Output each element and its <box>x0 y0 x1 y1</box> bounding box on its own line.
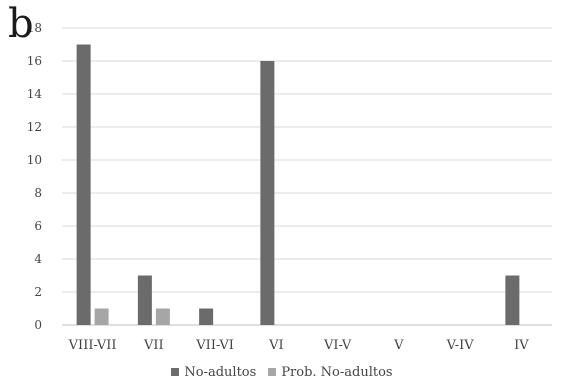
y-tick-label: 4 <box>34 252 42 266</box>
y-tick-label: 12 <box>27 120 42 134</box>
legend-item-prob-no-adultos: Prob. No-adultos <box>268 364 393 380</box>
gridlines <box>62 27 552 293</box>
x-tick-label: V-IV <box>446 338 475 353</box>
x-tick-label: IV <box>514 338 529 353</box>
bar-no-adultos-vii-vi <box>199 308 214 325</box>
legend-item-no-adultos: No-adultos <box>171 365 256 380</box>
x-tick-label: VI <box>268 338 284 353</box>
legend-label-no-adultos: No-adultos <box>184 364 257 380</box>
bar-no-adultos-viii-vii <box>76 44 91 325</box>
legend-swatch-prob-no-adultos <box>268 368 277 376</box>
y-tick-label: 16 <box>27 54 42 68</box>
bar-no-adultos-vii <box>137 275 152 325</box>
y-tick-label: 14 <box>27 87 43 101</box>
x-tick-label: V <box>393 338 404 353</box>
y-tick-label: 0 <box>34 318 42 332</box>
tick-labels: 0 2 4 6 8 10 12 14 16 18 VIII-VII VII VII-VI VI VI-V V V… <box>27 21 530 353</box>
bar-prob-no-adultos-vii <box>155 308 170 325</box>
legend-swatch-no-adultos <box>171 368 180 376</box>
x-tick-label: VII <box>143 338 164 353</box>
y-tick-label: 6 <box>34 219 42 233</box>
legend: No-adultos Prob. No-adultos <box>0 364 564 380</box>
bar-no-adultos-vi <box>260 61 275 325</box>
panel-label: b <box>8 1 34 47</box>
x-tick-label: VI-V <box>323 338 352 353</box>
y-tick-label: 10 <box>27 153 42 167</box>
x-tick-label: VIII-VII <box>68 338 117 353</box>
bars <box>76 44 520 325</box>
y-tick-label: 18 <box>27 21 42 35</box>
y-tick-label: 8 <box>34 186 42 200</box>
x-tick-label: VII-VI <box>195 338 234 353</box>
legend-label-prob-no-adultos: Prob. No-adultos <box>281 364 393 380</box>
bar-no-adultos-iv <box>505 275 520 325</box>
y-tick-label: 2 <box>34 285 42 299</box>
bar-prob-no-adultos-viii-vii <box>94 308 109 325</box>
